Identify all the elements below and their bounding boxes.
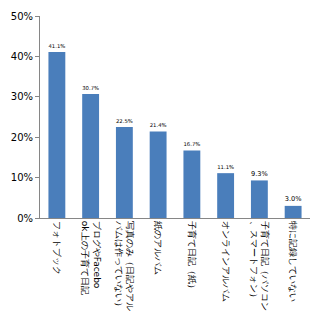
svg-text:子育て日記（パソコン、スマートフォン）: 子育て日記（パソコン、スマートフォン） <box>249 221 271 311</box>
svg-text:紙のアルバム: 紙のアルバム <box>153 221 163 275</box>
svg-text:ブログやFacebook上の子育て日記: ブログやFacebook上の子育て日記 <box>80 221 102 295</box>
svg-text:22.5%: 22.5% <box>116 118 133 124</box>
svg-text:特に記録していない: 特に記録していない <box>288 221 298 302</box>
svg-text:20%: 20% <box>11 132 33 143</box>
svg-text:フォトブック: フォトブック <box>52 221 62 275</box>
svg-text:50%: 50% <box>11 11 33 22</box>
svg-text:子育て日記（紙）: 子育て日記（紙） <box>187 221 197 293</box>
svg-text:30.7%: 30.7% <box>82 85 99 91</box>
svg-text:10%: 10% <box>11 172 33 183</box>
svg-text:11.1%: 11.1% <box>217 164 234 170</box>
svg-text:21.4%: 21.4% <box>150 122 167 128</box>
svg-text:写真のみ（日記やアルバムは作っていない）: 写真のみ（日記やアルバムは作っていない） <box>114 220 136 311</box>
svg-text:40%: 40% <box>11 51 33 62</box>
svg-text:オンラインアルバム: オンラインアルバム <box>221 221 231 302</box>
svg-text:30%: 30% <box>11 91 33 102</box>
svg-text:3.0%: 3.0% <box>285 195 302 203</box>
svg-text:9.3%: 9.3% <box>251 170 268 178</box>
svg-text:0%: 0% <box>17 213 33 224</box>
svg-text:16.7%: 16.7% <box>183 141 200 147</box>
svg-text:41.1%: 41.1% <box>48 43 65 49</box>
